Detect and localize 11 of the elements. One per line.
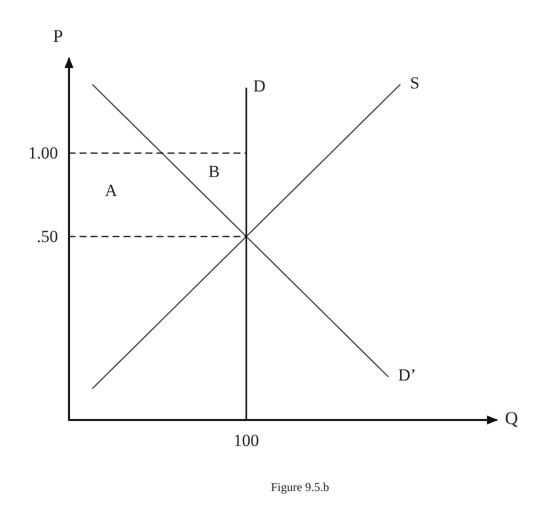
- series-label: D’: [398, 366, 416, 385]
- series-label: S: [410, 74, 420, 93]
- x-tick-label: 100: [234, 431, 260, 450]
- ref-line-label: D: [253, 76, 266, 96]
- y-tick-label: .50: [36, 226, 58, 246]
- caption: Figure 9.5.b: [270, 480, 330, 494]
- y-tick-label: 1.00: [28, 144, 58, 163]
- x-axis-title: Q: [505, 408, 518, 428]
- annotation: A: [104, 180, 118, 200]
- annotation: B: [208, 162, 220, 181]
- y-axis-title: P: [52, 26, 64, 46]
